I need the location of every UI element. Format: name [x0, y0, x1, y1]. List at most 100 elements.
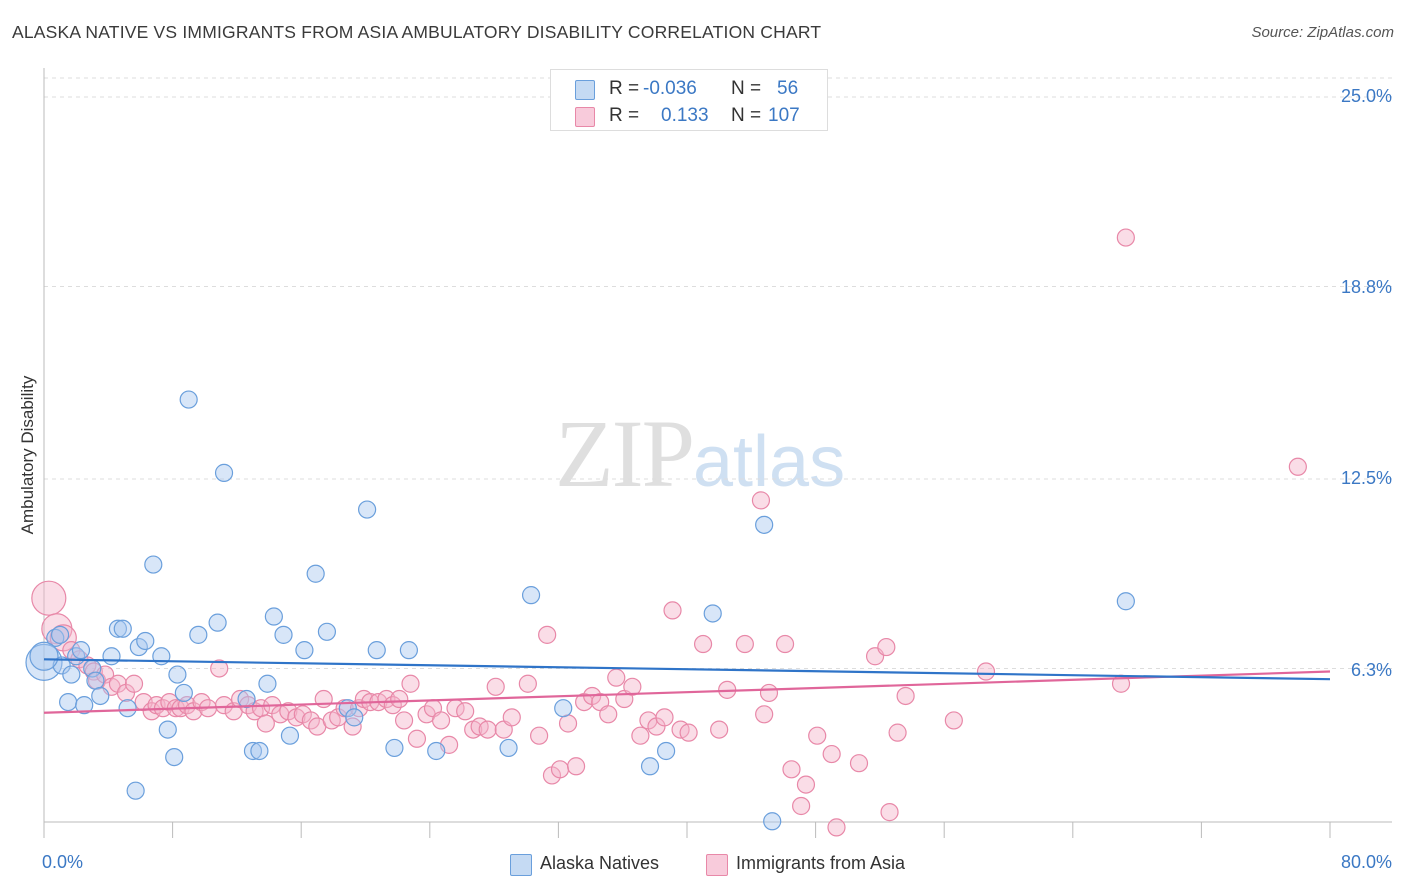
- alaska-natives-point: [71, 641, 91, 660]
- alaska-natives-point: [91, 686, 110, 706]
- immigrants-asia-point: [394, 711, 414, 730]
- immigrants-asia-point: [782, 760, 801, 779]
- alaska-natives-point: [274, 625, 293, 644]
- alaska-natives-point: [264, 607, 283, 626]
- immigrants-asia-point: [256, 714, 275, 733]
- alaska-natives-point: [179, 390, 198, 409]
- immigrants-asia-point: [663, 601, 682, 620]
- immigrants-asia-point: [679, 723, 698, 742]
- alaska-natives-point: [102, 647, 121, 666]
- chart-title: ALASKA NATIVE VS IMMIGRANTS FROM ASIA AM…: [12, 22, 822, 42]
- alaska-natives-point: [214, 463, 234, 482]
- x-tick-label-min: 0.0%: [42, 852, 84, 872]
- immigrants-asia-point: [976, 662, 996, 681]
- alaska-natives-point: [499, 738, 518, 758]
- alaska-natives-point: [144, 555, 163, 574]
- bottom-legend-label: Immigrants from Asia: [736, 853, 906, 873]
- y-tick-label: 6.3%: [1350, 660, 1392, 680]
- immigrants-asia-point: [755, 705, 774, 724]
- immigrants-asia-point: [655, 708, 674, 727]
- immigrants-asia-point: [693, 634, 713, 654]
- immigrants-asia-point: [710, 720, 729, 739]
- immigrants-asia-trendline: [43, 670, 1331, 714]
- legend-n-value: 107: [768, 105, 800, 126]
- immigrants-asia-point: [142, 702, 161, 721]
- immigrants-asia-point: [1288, 457, 1307, 476]
- alaska-natives-point: [62, 665, 81, 684]
- immigrants-asia-point: [880, 803, 899, 822]
- alaska-natives-point: [763, 812, 782, 831]
- immigrants-asia-point: [431, 711, 451, 730]
- y-tick-label: 18.8%: [1340, 277, 1392, 297]
- alaska-natives-point: [136, 631, 155, 651]
- alaska-natives-point: [306, 564, 325, 583]
- immigrants-asia-point: [478, 720, 497, 739]
- immigrants-asia-point: [877, 637, 896, 657]
- alaska-natives-point: [168, 665, 187, 684]
- immigrants-asia-point: [607, 668, 626, 687]
- alaska-natives-point: [755, 515, 774, 534]
- legend-r-value: 0.133: [661, 105, 709, 126]
- alaska-natives-point: [165, 747, 184, 767]
- immigrants-asia-point: [1116, 228, 1135, 247]
- alaska-natives-point: [50, 625, 70, 644]
- immigrants-asia-point: [631, 726, 650, 745]
- alaska-natives-point: [258, 674, 277, 693]
- immigrants-asia-point: [210, 659, 229, 678]
- alaska-natives-trendline: [43, 658, 1331, 681]
- alaska-natives-point: [554, 699, 573, 718]
- immigrants-asia-point: [792, 796, 811, 816]
- immigrants-asia-point: [401, 674, 420, 693]
- immigrants-asia-point: [329, 708, 348, 727]
- alaska-natives-point: [237, 689, 256, 709]
- legend-swatch-pink: [575, 107, 595, 127]
- alaska-natives-point: [385, 738, 404, 758]
- x-tick-label-max: 80.0%: [1340, 852, 1392, 872]
- alaska-natives-point: [189, 625, 208, 644]
- alaska-natives-point: [1116, 592, 1135, 611]
- immigrants-asia-point: [827, 818, 846, 837]
- legend-n-label: N =: [731, 105, 762, 126]
- alaska-natives-point: [118, 699, 137, 718]
- immigrants-asia-point: [623, 677, 642, 696]
- alaska-natives-point: [86, 671, 105, 690]
- immigrants-asia-point: [343, 717, 362, 736]
- immigrants-asia-point: [390, 689, 409, 709]
- alaska-natives-point: [75, 696, 94, 715]
- legend-n-label: N =: [731, 78, 762, 99]
- bottom-legend-label: Alaska Natives: [540, 853, 660, 873]
- legend-r-label: R =: [609, 78, 640, 99]
- alaska-natives-point: [46, 628, 65, 648]
- immigrants-asia-point: [214, 696, 234, 715]
- immigrants-asia-point: [518, 674, 537, 693]
- source-label: Source: ZipAtlas.com: [1251, 24, 1394, 41]
- immigrants-asia-point: [775, 634, 795, 654]
- immigrants-asia-point: [808, 726, 827, 745]
- alaska-natives-point: [345, 708, 364, 727]
- alaska-natives-point: [358, 500, 377, 519]
- immigrants-asia-point: [456, 702, 475, 721]
- alaska-natives-point: [174, 683, 193, 703]
- alaska-natives-point: [25, 643, 63, 681]
- alaska-natives-point: [399, 641, 419, 660]
- immigrants-asia-point: [124, 674, 144, 693]
- alaska-natives-point: [657, 741, 676, 761]
- immigrants-asia-point: [31, 580, 67, 616]
- legend-r-label: R =: [609, 105, 640, 126]
- alaska-natives-point: [158, 720, 177, 739]
- immigrants-asia-point: [896, 686, 915, 706]
- alaska-natives-point: [250, 741, 269, 761]
- alaska-natives-point: [208, 613, 227, 632]
- alaska-natives-point: [29, 641, 59, 671]
- alaska-natives-point: [126, 781, 145, 800]
- watermark-zip: ZIP: [555, 400, 695, 507]
- alaska-natives-point: [521, 586, 541, 605]
- alaska-natives-point: [108, 619, 128, 638]
- immigrants-asia-point: [599, 705, 618, 724]
- immigrants-asia-point: [751, 491, 771, 510]
- legend-n-value: 56: [777, 78, 799, 99]
- bottom-legend-swatch-blue: [510, 854, 532, 876]
- alaska-natives-point: [113, 619, 132, 638]
- immigrants-asia-point: [735, 634, 754, 654]
